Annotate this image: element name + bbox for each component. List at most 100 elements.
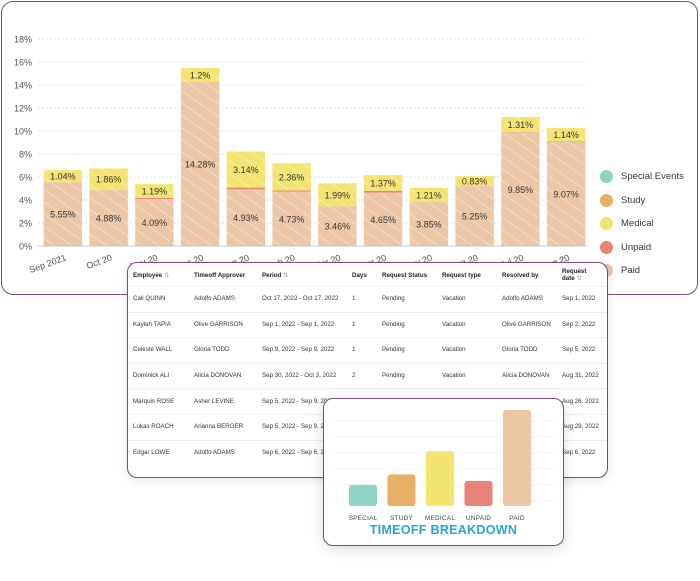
- breakdown-label: SPECIAL: [349, 515, 378, 522]
- bar-medical-label: 3.14%: [233, 165, 259, 175]
- table-cell: Arianna BERGER: [189, 413, 257, 441]
- table-cell: Vacation: [437, 337, 497, 364]
- table-row[interactable]: Celeste WALL Gloria TODD Sep 9, 2022 - Sep…: [128, 337, 607, 364]
- bar-medical-hatch: [272, 163, 311, 191]
- column-header[interactable]: Period ⇅: [257, 263, 347, 287]
- column-header[interactable]: Employee ⇅: [128, 263, 189, 287]
- column-header-label: Timeoff Approver: [194, 271, 246, 279]
- bar-paid-hatch: [455, 185, 494, 246]
- table-row[interactable]: Cali QUINN Adolfo ADAMS Oct 17, 2022 - Oct…: [128, 286, 607, 313]
- legend-item: Unpaid: [600, 236, 684, 260]
- breakdown-title: TIMEOFF BREAKDOWN: [369, 523, 518, 537]
- table-cell: Vacation: [437, 286, 497, 313]
- y-tick-label: 2%: [19, 219, 32, 229]
- sort-icon[interactable]: ⇅: [283, 271, 289, 279]
- bar-paid-hatch: [546, 141, 586, 246]
- table-cell: Celeste WALL: [128, 337, 189, 364]
- y-tick-label: 6%: [19, 173, 32, 183]
- bar-medical-hatch: [135, 184, 174, 198]
- table-cell: Olive GARRISON: [189, 311, 257, 338]
- column-header-label: Request date: [562, 268, 587, 282]
- bar-medical-label: 1.2%: [190, 70, 211, 80]
- bar-paid-label: 3.46%: [325, 222, 351, 232]
- table-cell: Sep 6, 2022: [557, 439, 607, 466]
- bar-paid-hatch: [318, 206, 357, 246]
- table-cell: Sep 1, 2022: [557, 286, 607, 313]
- bar-paid-label: 4.88%: [96, 213, 122, 223]
- breakdown-bar: [426, 451, 454, 506]
- legend-label: Medical: [621, 218, 654, 230]
- table-cell: Edgar LOWE: [128, 439, 189, 466]
- bar-paid-hatch: [180, 81, 220, 246]
- bar-paid-hatch: [363, 192, 403, 246]
- bar-paid-hatch: [89, 189, 128, 246]
- table-cell: Adolfo ADAMS: [189, 439, 257, 466]
- bar-unpaid: [226, 187, 266, 190]
- table-cell: 1: [347, 311, 377, 338]
- column-header-label: Days: [352, 271, 367, 279]
- bar-paid-label: 9.07%: [553, 189, 579, 199]
- table-cell: Olive GARRISON: [497, 311, 557, 338]
- table-cell: Aug 26, 2022: [557, 388, 607, 415]
- table-cell: Aug 31, 2022: [557, 362, 607, 389]
- breakdown-label: PAID: [509, 515, 525, 522]
- x-tick-label: Oct 20: [85, 252, 113, 270]
- table-cell: Aug 29, 2022: [557, 413, 607, 441]
- table-cell: Pending: [377, 337, 437, 364]
- y-tick-label: 10%: [14, 127, 32, 137]
- column-header: Resolved by: [497, 263, 557, 287]
- chart-legend: Special Events Study Medical Unpaid Paid: [600, 165, 684, 283]
- legend-item: Paid: [600, 259, 684, 283]
- column-header: Request Status: [377, 263, 437, 287]
- bar-medical-label: 1.14%: [553, 130, 579, 140]
- column-header: Days: [347, 263, 377, 287]
- column-header[interactable]: Request date ⇅: [557, 263, 607, 287]
- bar-medical-label: 1.31%: [508, 120, 534, 130]
- bar-paid-label: 14.28%: [185, 159, 216, 169]
- legend-label: Paid: [621, 265, 641, 277]
- table-cell: Kaylah TAPIA: [128, 311, 189, 338]
- table-cell: Alicia DONOVAN: [497, 362, 557, 389]
- legend-swatch: [600, 193, 613, 207]
- table-row[interactable]: Kaylah TAPIA Olive GARRISON Sep 1, 2022 - …: [128, 311, 607, 338]
- legend-item: Special Events: [600, 165, 684, 189]
- table-cell: Pending: [377, 362, 437, 389]
- bar-unpaid: [272, 190, 311, 192]
- breakdown-label: MEDICAL: [425, 515, 455, 522]
- bar-medical-label: 1.21%: [416, 190, 442, 200]
- bar-paid-label: 5.25%: [462, 211, 488, 221]
- table-row[interactable]: Dominick ALI Alicia DONOVAN Sep 30, 2022 -…: [128, 362, 607, 389]
- bar-medical-label: 0.83%: [462, 176, 488, 186]
- table-cell: Pending: [377, 286, 437, 313]
- legend-swatch: [600, 240, 613, 254]
- table-cell: Lukas ROACH: [128, 413, 189, 441]
- breakdown-bar: [349, 484, 377, 506]
- sort-icon[interactable]: ⇅: [576, 275, 582, 282]
- bar-paid-label: 4.93%: [233, 213, 259, 223]
- bar-medical-label: 1.04%: [50, 172, 76, 182]
- bar-unpaid: [501, 132, 540, 133]
- table-cell: Sep 30, 2022 - Oct 3, 2022: [257, 362, 347, 389]
- x-tick-label: Sep 2021: [28, 252, 68, 275]
- bar-medical-hatch: [363, 175, 403, 191]
- timeoff-breakdown-chart: SPECIAL STUDY MEDICAL UNPAID PAID: [334, 410, 555, 522]
- y-tick-label: 8%: [19, 150, 32, 160]
- sort-icon[interactable]: ⇅: [164, 271, 170, 279]
- table-cell: Adolfo ADAMS: [497, 286, 557, 313]
- bar-medical-hatch: [226, 151, 266, 188]
- legend-swatch: [600, 217, 613, 231]
- table-cell: Vacation: [437, 311, 497, 338]
- breakdown-label: UNPAID: [466, 515, 491, 522]
- bar-medical-hatch: [180, 67, 220, 82]
- bar-paid-label: 3.85%: [416, 219, 442, 229]
- breakdown-bar: [387, 474, 416, 506]
- table-cell: Sep 2, 2022: [557, 311, 607, 338]
- bar-medical-label: 2.36%: [279, 172, 305, 182]
- bar-paid-hatch: [43, 182, 83, 246]
- legend-label: Special Events: [621, 171, 684, 183]
- table-cell: Alicia DONOVAN: [189, 362, 257, 389]
- table-cell: Sep 9, 2022 - Sep 9, 2022: [257, 337, 347, 364]
- column-header-label: Request Status: [382, 271, 428, 279]
- bar-paid-label: 9.85%: [508, 185, 534, 195]
- table-cell: Adolfo ADAMS: [189, 286, 257, 313]
